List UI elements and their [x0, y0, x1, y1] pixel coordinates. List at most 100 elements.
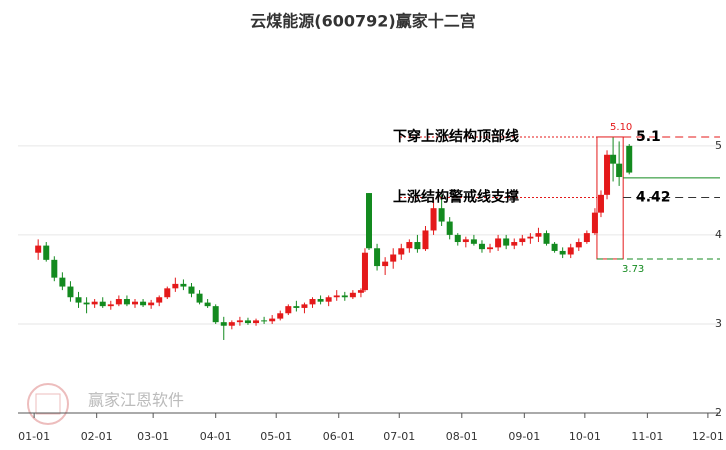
x-tick-label: 02-01: [81, 430, 113, 443]
candle-body: [478, 243, 485, 250]
candle-body: [293, 306, 300, 308]
candle-body: [196, 293, 203, 303]
candle-body: [414, 242, 421, 250]
y-tick-label: 3: [715, 317, 722, 330]
candle-body: [422, 230, 429, 250]
x-tick-label: 08-01: [446, 430, 478, 443]
candle-body: [575, 242, 582, 248]
candle-body: [228, 322, 235, 326]
candle-body: [301, 304, 308, 308]
level-label: 上涨结构警戒线支撑: [393, 189, 519, 206]
candle-body: [75, 297, 82, 303]
candle-body: [180, 283, 187, 287]
candle-body: [285, 306, 292, 314]
candle-body: [616, 163, 623, 178]
candle-body: [148, 302, 155, 306]
candle-body: [83, 302, 90, 305]
candle-body: [527, 236, 534, 239]
candle-body: [277, 313, 284, 319]
candle-body: [341, 295, 348, 298]
x-tick-label: 05-01: [260, 430, 292, 443]
candle-body: [519, 238, 526, 243]
candle-body: [99, 301, 106, 307]
candle-body: [325, 297, 332, 302]
candle-body: [115, 299, 122, 305]
watermark: 赢家江恩软件: [88, 391, 184, 410]
candle-body: [366, 193, 372, 249]
x-tick-label: 11-01: [631, 430, 663, 443]
candle-body: [438, 208, 445, 222]
candle-body: [156, 297, 163, 303]
candle-body: [543, 233, 550, 244]
candle-body: [610, 154, 617, 164]
candle-body: [212, 306, 219, 323]
candle-body: [317, 299, 324, 302]
x-tick-label: 07-01: [383, 430, 415, 443]
candle-body: [470, 239, 477, 244]
x-tick-label: 09-01: [508, 430, 540, 443]
x-tick-label: 10-01: [569, 430, 601, 443]
candle-body: [244, 320, 251, 324]
candle-body: [626, 145, 633, 173]
chart-title: 云煤能源(600792)赢家十二宫: [250, 12, 475, 31]
candle-body: [495, 238, 502, 248]
candle-body: [59, 277, 66, 287]
x-tick-label: 12-01: [692, 430, 724, 443]
candle-body: [462, 239, 469, 243]
candle-body: [503, 238, 510, 246]
x-tick-label: 03-01: [137, 430, 169, 443]
candle-body: [107, 304, 114, 307]
candle-body: [204, 302, 211, 307]
candle-body: [430, 208, 437, 231]
candle-body: [172, 283, 179, 289]
candle-body: [604, 154, 611, 195]
candle-body: [382, 261, 389, 267]
box-low-label: 3.73: [622, 264, 644, 275]
candle-body: [269, 318, 276, 322]
candle-body: [140, 301, 147, 306]
level-value: 4.42: [636, 190, 671, 206]
candle-body: [406, 242, 413, 249]
candle-body: [333, 295, 340, 298]
x-tick-label: 04-01: [200, 430, 232, 443]
candle-body: [261, 320, 268, 322]
candle-body: [253, 320, 260, 324]
candle-body: [390, 254, 397, 262]
candle-body: [349, 292, 356, 298]
level-label: 下穿上涨结构顶部线: [393, 128, 519, 145]
x-tick-label: 01-01: [18, 430, 50, 443]
x-tick-label: 06-01: [323, 430, 355, 443]
candle-body: [236, 320, 243, 323]
candle-body: [51, 259, 58, 278]
candle-body: [559, 250, 566, 255]
candle-body: [35, 245, 42, 253]
candle-body: [220, 322, 227, 326]
candle-body: [123, 299, 130, 305]
candle-body: [446, 221, 453, 235]
candle-body: [591, 212, 598, 234]
candle-body: [164, 288, 171, 298]
candle-body: [398, 248, 405, 255]
y-tick-label: 5: [715, 139, 722, 152]
candle-body: [361, 252, 368, 291]
candle-body: [583, 233, 590, 243]
candle-body: [374, 248, 381, 267]
level-value: 5.1: [636, 129, 661, 145]
candle-body: [43, 245, 50, 260]
candle-body: [454, 234, 461, 243]
candle-body: [67, 286, 74, 298]
candle-body: [357, 290, 364, 293]
y-tick-label: 4: [715, 228, 722, 241]
candle-body: [91, 301, 98, 305]
candle-body: [487, 247, 494, 250]
candle-body: [597, 194, 604, 213]
candle-body: [551, 243, 558, 251]
candle-body: [567, 247, 574, 255]
watermark-logo: [27, 383, 69, 425]
candle-body: [132, 301, 138, 305]
candle-body: [511, 242, 518, 246]
candle-body: [309, 299, 316, 305]
candle-body: [188, 286, 195, 294]
candle-body: [535, 233, 542, 237]
